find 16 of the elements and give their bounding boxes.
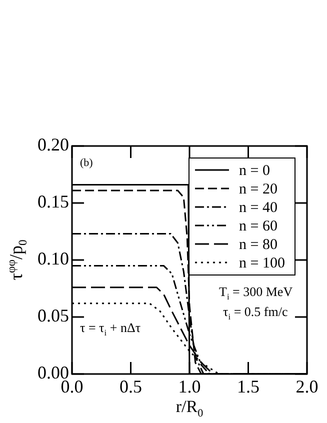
annotation: (b) — [80, 157, 94, 169]
y-tick-label: 0.05 — [38, 306, 69, 326]
x-tick-label: 1.0 — [178, 376, 201, 397]
y-tick-label: 0.15 — [38, 192, 69, 212]
x-tick-label: 1.5 — [237, 376, 260, 397]
legend-label: n = 60 — [239, 218, 278, 234]
legend-label: n = 20 — [239, 181, 278, 198]
legend-label: n = 80 — [239, 236, 278, 253]
x-tick-label: 2.0 — [296, 376, 318, 397]
y-tick-label: 0.10 — [38, 248, 69, 269]
legend-label: n = 40 — [239, 200, 278, 216]
y-axis-title: τφφ/p0 — [4, 240, 30, 280]
legend-label: n = 100 — [239, 255, 285, 272]
x-tick-label: 0.5 — [120, 376, 142, 397]
y-tick-label: 0.20 — [38, 134, 69, 155]
legend-label: n = 0 — [239, 162, 270, 179]
